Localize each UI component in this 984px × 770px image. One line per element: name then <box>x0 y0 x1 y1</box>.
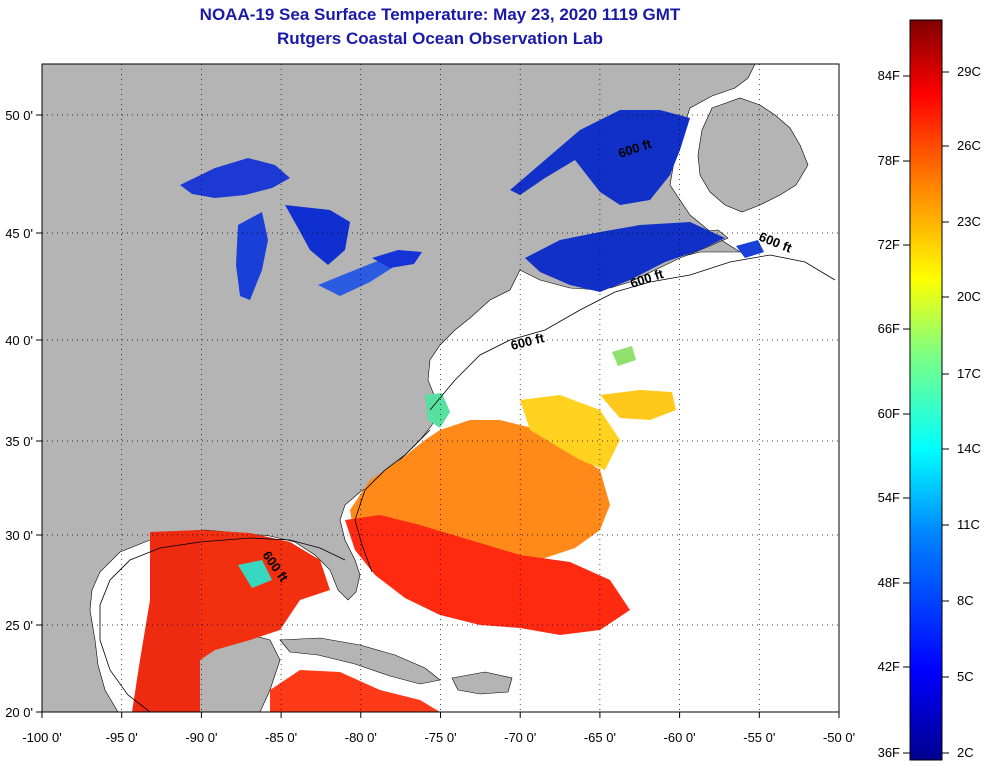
gulf-sst-cyan-patch <box>238 560 272 588</box>
colorbar-c-label: 5C <box>957 669 974 684</box>
colorbar-f-label: 78F <box>878 153 900 168</box>
colorbar-c-label: 17C <box>957 366 981 381</box>
lon-tick-label: -95 0' <box>106 730 138 745</box>
colorbar-f-label: 60F <box>878 406 900 421</box>
atlantic-sst-green-patch <box>612 346 636 366</box>
gulf-sst-red-central <box>200 530 330 660</box>
atlantic-sst-red-south <box>345 515 630 635</box>
lon-tick-label: -60 0' <box>664 730 696 745</box>
grand-banks-sst <box>736 240 764 258</box>
colorbar-f-label: 84F <box>878 68 900 83</box>
colorbar-c-label: 14C <box>957 441 981 456</box>
lat-tick-label: 20 0' <box>5 705 33 720</box>
land-hispaniola <box>451 671 513 695</box>
lon-tick-label: -80 0' <box>345 730 377 745</box>
colorbar-c-label: 26C <box>957 138 981 153</box>
map-title: NOAA-19 Sea Surface Temperature: May 23,… <box>199 5 681 24</box>
graticule <box>42 64 839 712</box>
atlantic-sst-yellow <box>520 395 620 470</box>
latitude-labels: 50 0' 45 0' 40 0' 35 0' 30 0' 25 0' 20 0' <box>5 108 42 720</box>
colorbar-f-label: 48F <box>878 575 900 590</box>
colorbar <box>909 19 943 761</box>
lon-tick-label: -85 0' <box>265 730 297 745</box>
colorbar-f-label: 36F <box>878 745 900 760</box>
lat-tick-label: 50 0' <box>5 108 33 123</box>
colorbar-c-label: 20C <box>957 289 981 304</box>
st-lawrence-sst <box>510 110 690 205</box>
lon-tick-label: -70 0' <box>504 730 536 745</box>
colorbar-c-label: 2C <box>957 745 974 760</box>
lon-tick-label: -65 0' <box>584 730 616 745</box>
colorbar-f-label: 66F <box>878 321 900 336</box>
lon-tick-label: -50 0' <box>823 730 855 745</box>
lon-tick-label: -75 0' <box>424 730 456 745</box>
great-lake-superior <box>180 158 290 198</box>
contour-gulf <box>99 537 346 712</box>
lat-tick-label: 40 0' <box>5 333 33 348</box>
contour-florida <box>354 429 431 573</box>
colorbar-c-label: 8C <box>957 593 974 608</box>
land-newfoundland <box>697 97 809 213</box>
colorbar-f-label: 72F <box>878 237 900 252</box>
colorbar-f-label: 54F <box>878 490 900 505</box>
great-lake-ontario <box>372 250 422 268</box>
gulf-stream-green <box>425 393 450 428</box>
land-cuba <box>279 637 441 685</box>
caribbean-sst-red <box>270 670 440 712</box>
lat-tick-label: 25 0' <box>5 618 33 633</box>
lon-tick-label: -90 0' <box>185 730 217 745</box>
gulf-sst-red-west <box>132 530 200 712</box>
atlantic-sst-yellow-east <box>600 390 676 420</box>
lat-tick-label: 30 0' <box>5 528 33 543</box>
colorbar-fahrenheit-labels: 84F 78F 72F 66F 60F 54F 48F 42F 36F <box>878 68 910 760</box>
colorbar-c-label: 23C <box>957 214 981 229</box>
map-subtitle: Rutgers Coastal Ocean Observation Lab <box>277 29 603 48</box>
lon-tick-label: -100 0' <box>22 730 61 745</box>
lat-tick-label: 45 0' <box>5 226 33 241</box>
colorbar-celsius-labels: 29C 26C 23C 20C 17C 14C 11C 8C 5C 2C <box>942 64 981 760</box>
maritime-sst <box>525 222 725 292</box>
great-lake-michigan <box>236 212 268 300</box>
lat-tick-label: 35 0' <box>5 434 33 449</box>
contour-east-coast <box>429 254 836 411</box>
colorbar-c-label: 29C <box>957 64 981 79</box>
great-lake-huron <box>285 205 350 265</box>
lon-tick-label: -55 0' <box>743 730 775 745</box>
colorbar-c-label: 11C <box>957 517 980 532</box>
colorbar-f-label: 42F <box>878 659 900 674</box>
longitude-labels: -100 0' -95 0' -90 0' -85 0' -80 0' -75 0' -70… <box>22 712 855 745</box>
great-lake-erie <box>318 260 395 296</box>
